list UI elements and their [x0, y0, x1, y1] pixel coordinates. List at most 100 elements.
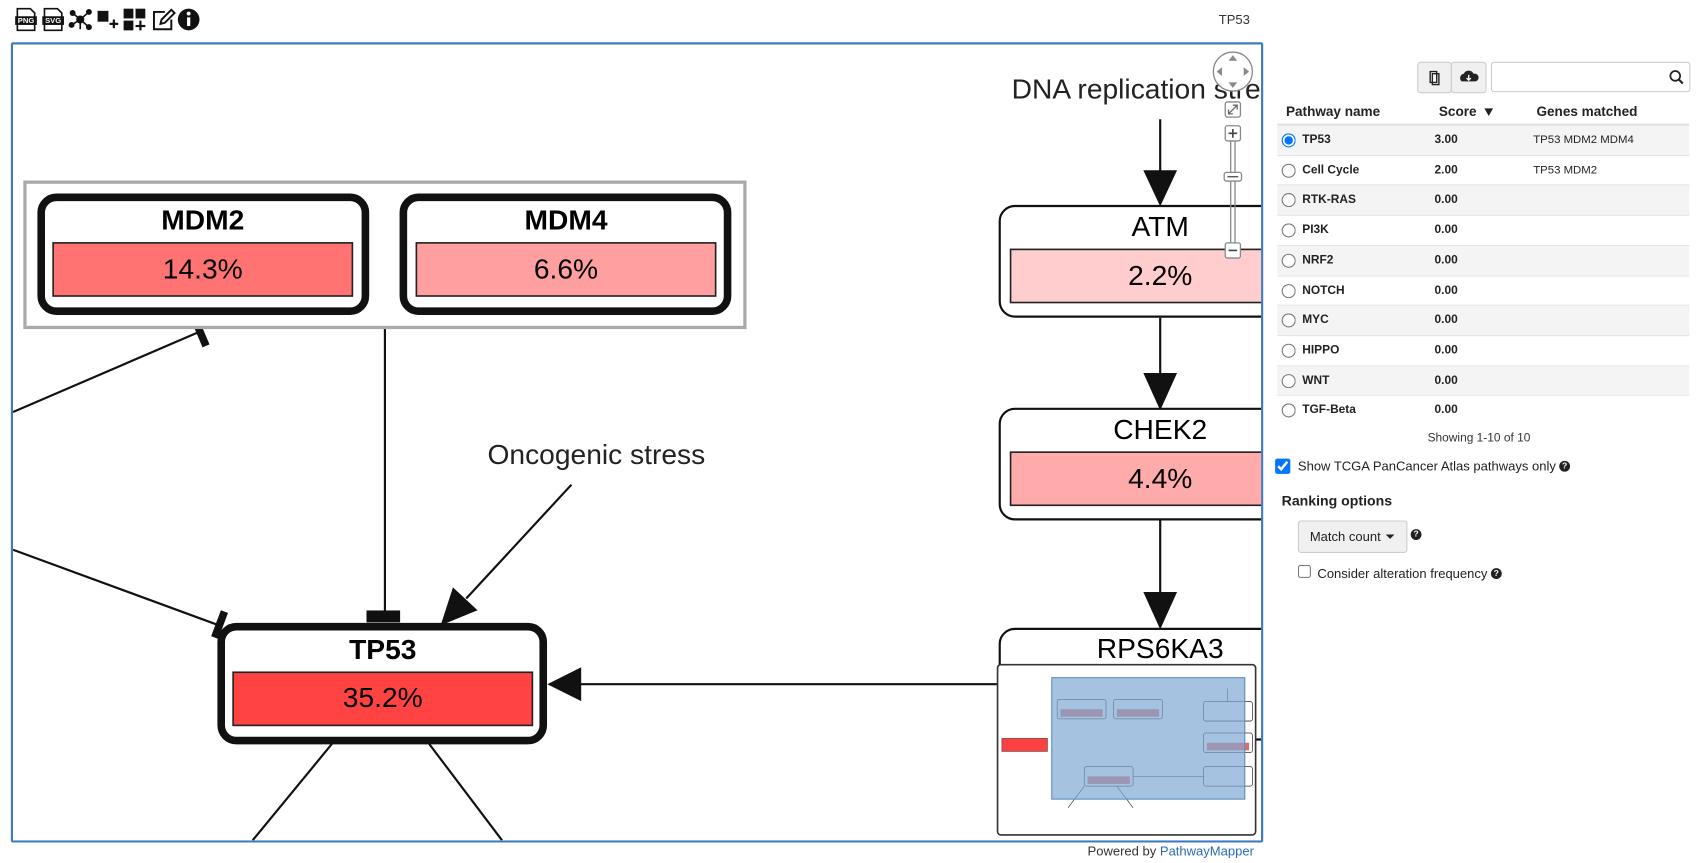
- arrowhead: [1143, 592, 1178, 630]
- table-row: NOTCH 0.00: [1277, 274, 1690, 306]
- pathway-score: 0.00: [1434, 283, 1458, 297]
- pathway-canvas[interactable]: DNA replication stress Oncogenic stress …: [10, 42, 1264, 843]
- table-row: TP53 3.00 TP53 MDM2 MDM4: [1277, 124, 1690, 156]
- gene-label: TP53: [349, 633, 416, 665]
- table-summary: Showing 1-10 of 10: [1427, 431, 1531, 445]
- arrowhead: [440, 587, 478, 626]
- pathway-drawing: DNA replication stress Oncogenic stress …: [13, 44, 1262, 841]
- row-radio[interactable]: [1281, 133, 1296, 148]
- column-header[interactable]: Genes matched: [1536, 104, 1638, 120]
- pathway-score: 3.00: [1434, 133, 1458, 147]
- layout-button[interactable]: [68, 8, 92, 31]
- footer-text: Powered by: [1087, 843, 1157, 859]
- table-row: PI3K 0.00: [1277, 214, 1690, 246]
- navigator[interactable]: [996, 663, 1257, 836]
- pathway-score: 0.00: [1434, 313, 1458, 327]
- row-radio[interactable]: [1281, 193, 1296, 208]
- alteration-value: 14.3%: [163, 253, 243, 285]
- edges: [13, 119, 1178, 841]
- ranking-dropdown[interactable]: Match count: [1297, 520, 1408, 553]
- copy-button[interactable]: [1417, 61, 1452, 94]
- row-radio[interactable]: [1281, 403, 1296, 418]
- gene-node[interactable]: ATM 2.2%: [998, 204, 1262, 318]
- alteration-checkbox[interactable]: [1297, 564, 1311, 578]
- genes-matched: TP53 MDM2 MDM4: [1533, 133, 1634, 147]
- row-radio[interactable]: [1281, 343, 1296, 358]
- svg-icon-label: SVG: [45, 16, 61, 25]
- help-icon[interactable]: ?: [1410, 529, 1422, 540]
- pathway-score: 2.00: [1434, 163, 1458, 177]
- table-header: Pathway name Score Genes matched: [1277, 102, 1690, 126]
- arrowhead: [547, 667, 582, 702]
- help-icon[interactable]: ?: [1490, 568, 1502, 580]
- edge: [427, 742, 503, 841]
- add-node-button[interactable]: [97, 10, 119, 29]
- pathway-name: TGF-Beta: [1302, 403, 1356, 417]
- help-icon[interactable]: ?: [1559, 460, 1571, 472]
- row-radio[interactable]: [1281, 283, 1296, 298]
- gene-label: ATM: [1131, 210, 1188, 242]
- sort-indicator: [1484, 108, 1494, 117]
- section-title: Ranking options: [1281, 492, 1393, 509]
- pathway-name: WNT: [1302, 373, 1330, 387]
- gene-node[interactable]: CHEK2 4.4%: [998, 407, 1262, 521]
- pathway-name: Cell Cycle: [1302, 163, 1360, 177]
- info-button[interactable]: [177, 8, 200, 31]
- row-radio[interactable]: [1281, 163, 1296, 178]
- pan-control[interactable]: [1212, 51, 1254, 92]
- pathway-score: 0.00: [1434, 343, 1458, 357]
- svg-button[interactable]: SVG: [42, 7, 64, 32]
- zoom-controls[interactable]: [1212, 51, 1254, 259]
- table-row: MYC 0.00: [1277, 304, 1690, 336]
- annotation: Oncogenic stress: [487, 438, 705, 470]
- toolbar: PNG SVG: [15, 7, 200, 32]
- png-button[interactable]: PNG: [15, 7, 37, 32]
- row-radio[interactable]: [1281, 373, 1296, 388]
- column-header[interactable]: Score: [1438, 104, 1477, 120]
- pathway-title: TP53: [1218, 11, 1250, 28]
- gene-label: MDM4: [525, 204, 608, 236]
- row-radio[interactable]: [1281, 253, 1296, 268]
- pathway-score: 0.00: [1434, 193, 1458, 207]
- add-group-button[interactable]: [123, 8, 146, 31]
- footer-link[interactable]: PathwayMapper: [1159, 843, 1254, 859]
- arrowhead: [1143, 170, 1178, 207]
- pathway-name: HIPPO: [1302, 343, 1340, 357]
- table-row: HIPPO 0.00: [1277, 334, 1690, 366]
- download-button[interactable]: [1450, 61, 1487, 94]
- pathway-name: MYC: [1302, 313, 1329, 327]
- pathway-name: RTK-RAS: [1302, 193, 1356, 207]
- inhibition-bar: [211, 610, 229, 639]
- edge: [465, 483, 573, 600]
- alteration-value: 4.4%: [1128, 462, 1192, 494]
- search-input[interactable]: [1490, 61, 1691, 93]
- row-radio[interactable]: [1281, 313, 1296, 328]
- checkbox-label: Show TCGA PanCancer Atlas pathways only: [1297, 458, 1556, 474]
- edge: [13, 330, 200, 414]
- edit-button[interactable]: [152, 8, 176, 31]
- gene-label: CHEK2: [1113, 413, 1207, 445]
- checkbox-label: Consider alteration frequency: [1317, 566, 1488, 582]
- viewport-indicator[interactable]: [1051, 677, 1246, 800]
- alteration-value: 2.2%: [1128, 259, 1192, 291]
- alteration-value: 35.2%: [343, 681, 423, 713]
- arrowhead: [1143, 372, 1178, 411]
- table-row: TGF-Beta 0.00: [1277, 395, 1690, 426]
- edge: [13, 548, 218, 626]
- gene-node[interactable]: TP53 35.2%: [217, 622, 548, 745]
- row-radio[interactable]: [1281, 223, 1296, 238]
- column-header[interactable]: Pathway name: [1285, 104, 1381, 120]
- pathway-name: NOTCH: [1302, 283, 1345, 297]
- genes-matched: TP53 MDM2: [1533, 163, 1598, 177]
- gene-node[interactable]: MDM2 14.3%: [37, 193, 370, 315]
- table-row: Cell Cycle 2.00 TP53 MDM2: [1277, 154, 1690, 186]
- pathway-score: 0.00: [1434, 223, 1458, 237]
- table-row: WNT 0.00: [1277, 364, 1690, 397]
- pancancer-checkbox[interactable]: [1275, 458, 1291, 474]
- inhibition-bar: [366, 610, 401, 623]
- pathway-name: PI3K: [1302, 223, 1329, 237]
- gene-node[interactable]: MDM4 6.6%: [399, 193, 732, 315]
- pathway-name: TP53: [1302, 133, 1331, 147]
